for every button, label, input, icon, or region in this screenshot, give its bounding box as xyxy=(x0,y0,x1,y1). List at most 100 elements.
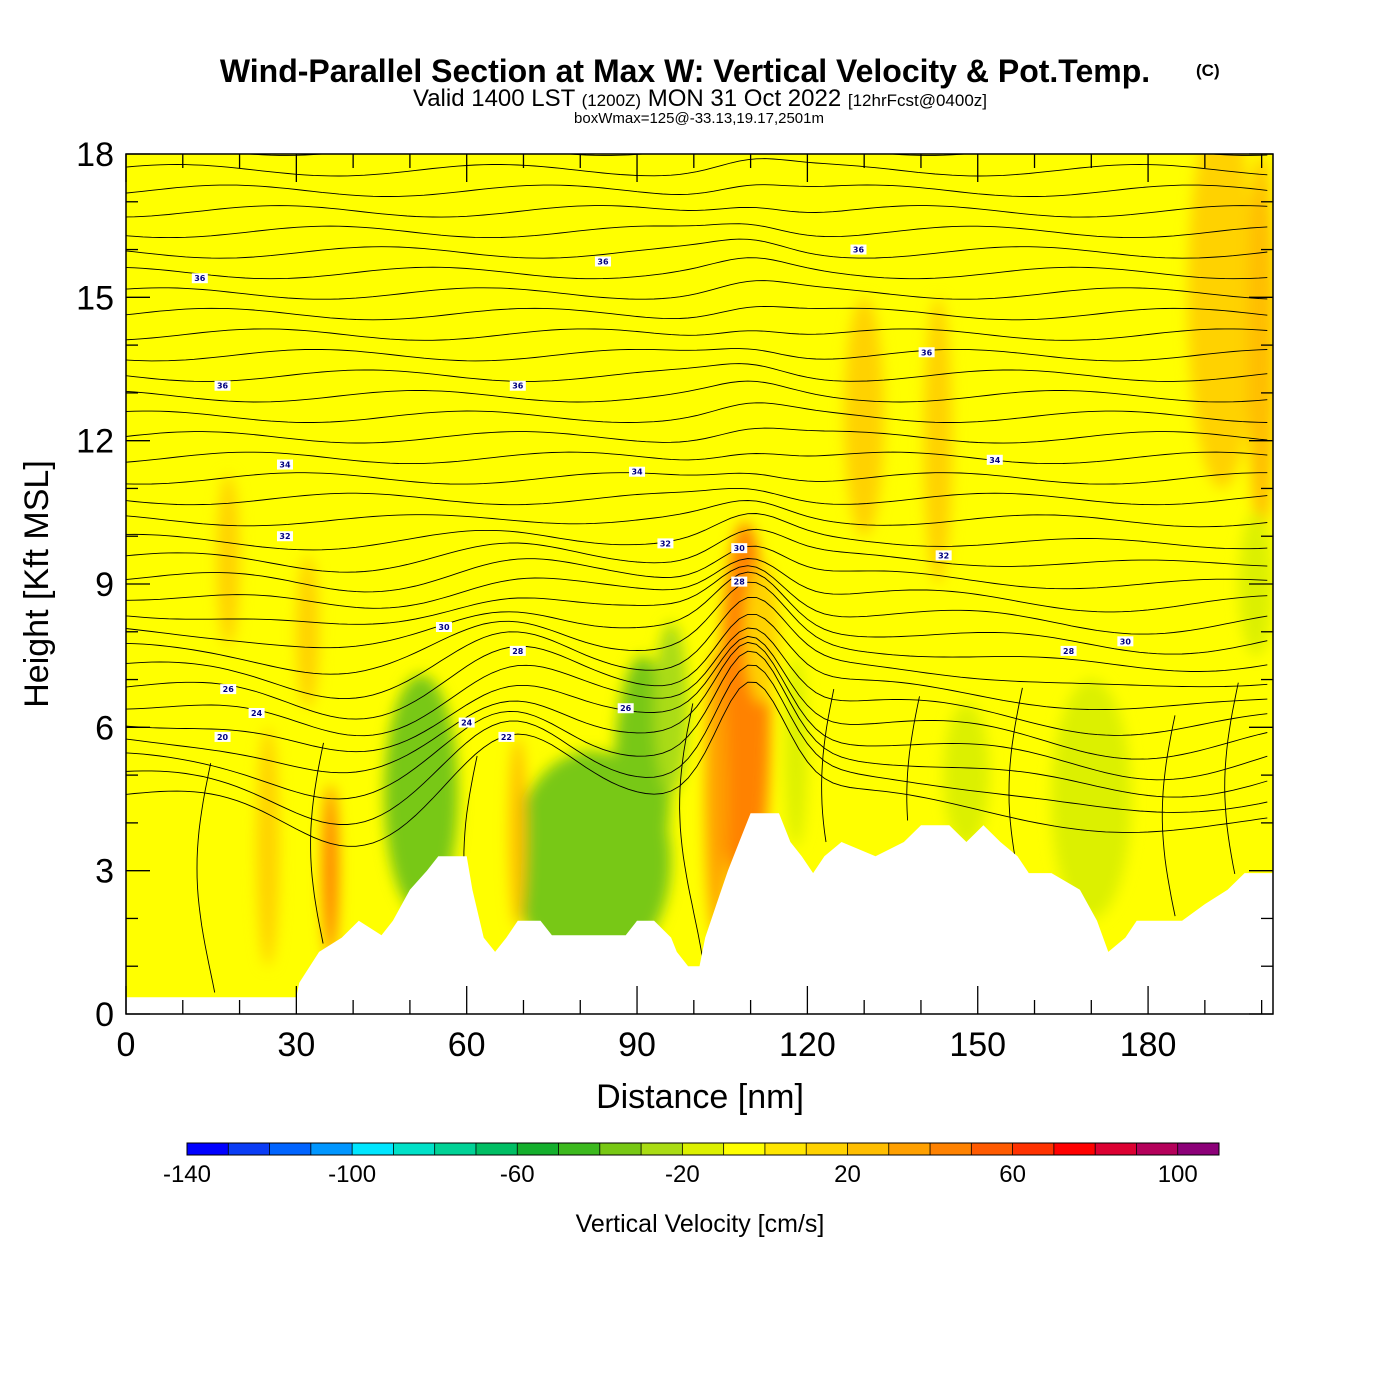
theta-contour-30 xyxy=(126,205,1268,218)
colorbar-bin-13 xyxy=(723,1143,766,1155)
theta-label-9: 32 xyxy=(279,532,290,541)
colorbar-bin-7 xyxy=(475,1143,518,1155)
colorbar-bin-17 xyxy=(888,1143,931,1155)
terrain xyxy=(126,813,1273,1014)
theta-label-bg-9 xyxy=(276,531,293,542)
colorbar-bin-20 xyxy=(1012,1143,1055,1155)
x-tick-label-150: 150 xyxy=(949,1026,1006,1064)
colorbar-bin-22 xyxy=(1095,1143,1137,1155)
forecast-info: [12hrFcst@0400z] xyxy=(848,91,987,110)
theta-label-20: 24 xyxy=(251,709,263,718)
theta-contour-14 xyxy=(126,513,1268,551)
theta-contour-17 xyxy=(126,472,1268,485)
theta-label-17: 28 xyxy=(1063,647,1075,656)
y-tick-label-9: 9 xyxy=(95,566,114,604)
theta-label-7: 34 xyxy=(631,468,643,477)
colorbar-bin-5 xyxy=(393,1143,436,1155)
velocity-cell-14 xyxy=(256,727,280,967)
theta-label-21: 24 xyxy=(461,719,473,728)
velocity-cell-13 xyxy=(509,736,527,928)
theta-label-19: 26 xyxy=(620,704,632,713)
theta-label-bg-19 xyxy=(617,703,634,714)
theta-label-bg-23 xyxy=(498,731,515,742)
theta-label-12: 30 xyxy=(438,623,450,632)
x-tick-label-30: 30 xyxy=(277,1026,315,1064)
y-tick-label-18: 18 xyxy=(76,136,114,174)
theta-label-bg-0 xyxy=(191,273,208,284)
colorbar-bin-1 xyxy=(228,1143,271,1155)
x-tick-label-120: 120 xyxy=(779,1026,836,1064)
theta-contour-11 xyxy=(126,558,1268,613)
valid-date: MON 31 Oct 2022 xyxy=(648,85,841,112)
theta-contour-25 xyxy=(126,305,1268,321)
potential-temperature-contours xyxy=(126,154,1268,993)
colorbar-tick--60: -60 xyxy=(500,1161,535,1188)
theta-contour-21 xyxy=(126,380,1268,403)
theta-contour-7 xyxy=(126,596,1268,700)
theta-label-bg-2 xyxy=(850,244,867,255)
theta-contour-31 xyxy=(126,184,1268,197)
velocity-cell-24 xyxy=(784,655,808,847)
colorbar-bin-8 xyxy=(517,1143,560,1155)
y-tick-label-12: 12 xyxy=(76,423,114,461)
theta-contour-32 xyxy=(126,158,1268,177)
velocity-cell-17 xyxy=(844,297,885,537)
theta-contour-18 xyxy=(126,451,1268,465)
theta-contour-28 xyxy=(126,238,1268,259)
theta-contour-20 xyxy=(126,402,1268,423)
theta-label-bg-14 xyxy=(1117,636,1134,647)
theta-label-23: 22 xyxy=(501,733,512,742)
theta-label-bg-17 xyxy=(1060,645,1077,656)
theta-label-bg-12 xyxy=(435,622,452,632)
box-wmax-info: boxWmax=125@-33.13,19.17,2501m xyxy=(574,110,824,127)
velocity-cell-10 xyxy=(654,622,689,795)
theta-contour-23 xyxy=(126,348,1268,362)
colorbar-bin-15 xyxy=(806,1143,848,1155)
plot-area: 36 36 36 36 36 36 34 34 34 32 32 32 30 30 30 28 28 28 26 26… xyxy=(126,154,1273,1014)
y-tick-label-3: 3 xyxy=(95,853,114,891)
theta-contour-0 xyxy=(126,681,1268,847)
colorbar-label: Vertical Velocity [cm/s] xyxy=(576,1210,825,1238)
colorbar-tick-60: 60 xyxy=(999,1161,1026,1188)
velocity-cell-18 xyxy=(923,297,953,584)
theta-contour-10 xyxy=(126,565,1268,635)
theta-contour-33 xyxy=(243,154,1268,156)
theta-label-22: 20 xyxy=(217,733,229,742)
colorbar-tick-20: 20 xyxy=(834,1161,861,1188)
colorbar-bin-3 xyxy=(310,1143,353,1155)
theta-label-bg-10 xyxy=(657,538,674,549)
colorbar-bin-6 xyxy=(434,1143,477,1155)
theta-contour-loop-5 xyxy=(906,696,920,821)
x-tick-label-180: 180 xyxy=(1120,1026,1177,1064)
theta-contour-8 xyxy=(126,581,1268,675)
theta-contour-loop-8 xyxy=(1224,682,1239,874)
theta-contour-6 xyxy=(126,613,1268,720)
velocity-cell-22 xyxy=(943,703,990,847)
theta-contour-27 xyxy=(126,257,1268,280)
theta-label-bg-5 xyxy=(509,380,526,391)
y-tick-label-6: 6 xyxy=(95,709,114,747)
colorbar-bin-0 xyxy=(187,1143,229,1155)
theta-label-16: 28 xyxy=(734,578,746,587)
theta-label-0: 36 xyxy=(194,274,206,283)
theta-label-15: 28 xyxy=(512,647,524,656)
colorbar-bin-19 xyxy=(971,1143,1014,1155)
theta-contour-22 xyxy=(126,363,1268,382)
colorbar-tick--20: -20 xyxy=(665,1161,700,1188)
theta-contour-5 xyxy=(126,627,1268,737)
valid-time: Valid 1400 LST xyxy=(413,85,576,112)
theta-label-bg-18 xyxy=(220,684,237,695)
theta-contour-24 xyxy=(126,328,1268,341)
colorbar-bin-23 xyxy=(1136,1143,1179,1155)
theta-contour-2 xyxy=(126,650,1268,800)
theta-contour-loop-0 xyxy=(196,763,216,993)
x-tick-label-90: 90 xyxy=(618,1026,656,1064)
theta-label-bg-21 xyxy=(458,717,475,728)
colorbar-tick--140: -140 xyxy=(163,1161,211,1188)
colorbar-bin-18 xyxy=(930,1143,972,1155)
theta-label-13: 30 xyxy=(734,544,746,553)
colorbar-bin-12 xyxy=(682,1143,725,1155)
theta-label-5: 36 xyxy=(512,382,524,391)
theta-label-bg-11 xyxy=(935,550,952,561)
